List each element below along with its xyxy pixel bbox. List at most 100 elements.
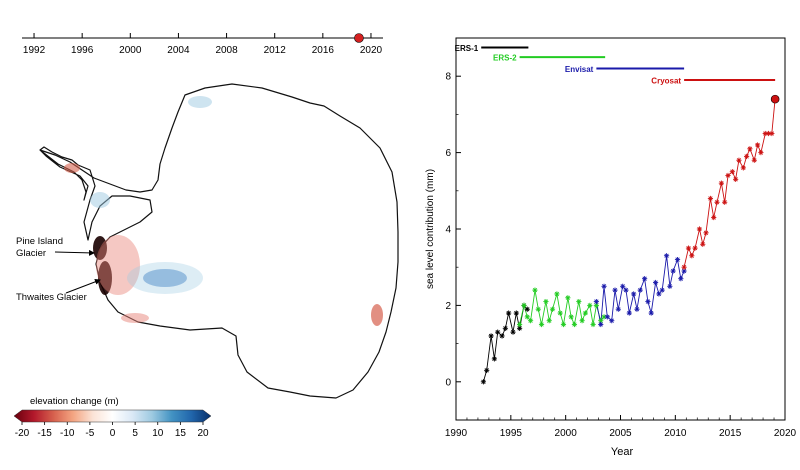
colorbar-tick-label: 0	[110, 428, 116, 439]
data-point-ers-2	[543, 298, 549, 305]
siple-blue-halo	[127, 262, 203, 294]
series-line-ers-2	[519, 290, 605, 327]
antarctica-outline	[39, 83, 399, 399]
siple-blue-zone	[143, 269, 187, 287]
data-point-ers-2	[593, 302, 599, 308]
data-point-ers-2	[571, 321, 578, 328]
peninsula-red-zone	[64, 163, 80, 173]
data-point-envisat	[663, 253, 670, 259]
data-point-ers-1	[513, 310, 519, 316]
data-point-ers-2	[554, 291, 560, 297]
x-tick-label: 2010	[664, 428, 687, 439]
data-point-cryosat	[769, 130, 775, 137]
data-point-envisat	[674, 256, 681, 263]
data-point-ers-2	[598, 318, 604, 324]
series-lines	[482, 99, 776, 382]
colorbar-tick-label: -10	[60, 428, 75, 439]
data-point-ers-2	[579, 318, 585, 324]
y-axis-ticks: 0 2 4 6 8	[445, 37, 461, 421]
series-points	[480, 96, 778, 385]
colorbar-ticks: -20 -15 -10 -5 0 5 10 15 20	[15, 422, 209, 439]
colorbar-tick-label: 10	[152, 428, 164, 439]
data-point-envisat	[681, 268, 687, 274]
mission-label-envisat: Envisat	[565, 65, 594, 74]
data-point-envisat	[634, 306, 640, 312]
data-point-envisat	[642, 276, 648, 282]
data-point-envisat	[604, 314, 610, 320]
x-axis-label: Year	[611, 446, 634, 458]
data-point-ers-1	[499, 333, 505, 339]
antarctica-map: Pine Island Glacier Thwaites Glacier	[16, 83, 399, 399]
timeline: 1992 1996 2000 2004 2008 2012 2016 2020	[22, 33, 383, 56]
data-point-ers-2	[535, 306, 541, 312]
colorbar-tick-label: 15	[175, 428, 187, 439]
x-tick-label: 2015	[719, 428, 742, 439]
data-point-envisat	[652, 279, 659, 286]
data-point-envisat	[612, 287, 618, 293]
thwaites-thinning	[98, 261, 112, 295]
data-point-cryosat	[754, 142, 761, 148]
y-tick-label: 0	[445, 377, 451, 388]
colorbar: elevation change (m) -20 -15 -10 -5 0 5 10 15 20	[13, 396, 212, 439]
coast-blue-zone	[188, 96, 212, 108]
data-point-cryosat	[703, 230, 709, 236]
timeline-tick-label: 2008	[215, 45, 238, 56]
colorbar-tick-label: -20	[15, 428, 30, 439]
data-point-cryosat	[725, 172, 731, 179]
y-tick-label: 4	[445, 225, 451, 236]
data-point-cryosat	[729, 169, 735, 175]
pine-island-arrow	[54, 249, 95, 256]
series-line-ers-1	[482, 304, 528, 382]
data-point-cryosat	[736, 157, 742, 163]
data-point-ers-2	[527, 318, 534, 324]
data-point-envisat	[609, 318, 615, 324]
data-point-ers-1	[510, 329, 516, 335]
thwaites-arrow	[65, 278, 101, 294]
data-point-envisat	[620, 283, 626, 289]
colorbar-title: elevation change (m)	[30, 396, 119, 407]
data-point-cryosat	[718, 180, 724, 186]
data-point-ers-2	[560, 321, 567, 328]
data-point-envisat	[601, 283, 607, 289]
data-point-envisat	[678, 276, 684, 282]
data-point-envisat	[615, 306, 621, 312]
colorbar-tick-label: -15	[37, 428, 52, 439]
timeline-tick-label: 2020	[360, 45, 383, 56]
data-point-cryosat	[714, 199, 720, 205]
pine-island-label-line1: Pine Island	[16, 236, 63, 247]
data-point-ers-2	[538, 321, 545, 328]
timeline-tick-label: 2012	[264, 45, 287, 56]
data-point-envisat	[667, 283, 673, 289]
data-point-envisat	[593, 298, 599, 305]
data-point-cryosat	[689, 253, 695, 259]
data-point-ers-1	[484, 367, 490, 373]
data-point-envisat	[626, 310, 632, 316]
pine-island-thinning	[93, 236, 107, 260]
mission-label-cryosat: Cryosat	[651, 77, 681, 86]
data-point-cryosat	[765, 130, 772, 137]
data-point-envisat	[656, 291, 662, 297]
data-point-ers-2	[576, 298, 582, 305]
colorbar-tick-label: 20	[197, 428, 209, 439]
data-point-cryosat	[740, 165, 746, 171]
data-point-ers-2	[521, 302, 527, 308]
peninsula-blue-zone	[90, 192, 110, 208]
colorbar-bar	[13, 409, 212, 423]
data-point-cryosat	[711, 214, 717, 221]
data-point-envisat	[648, 310, 654, 316]
data-point-ers-2	[582, 310, 589, 316]
timeline-tick-label: 1996	[71, 45, 94, 56]
x-tick-label: 2020	[774, 428, 797, 439]
data-point-envisat	[670, 268, 676, 274]
data-point-cryosat	[762, 130, 768, 137]
data-point-ers-2	[565, 295, 571, 301]
data-point-ers-1	[495, 329, 501, 335]
data-point-envisat	[637, 287, 643, 293]
data-point-envisat	[631, 291, 637, 297]
data-point-envisat	[659, 287, 665, 293]
data-point-cryosat	[751, 157, 757, 163]
data-point-cryosat	[700, 241, 706, 247]
data-point-ers-1	[488, 333, 494, 339]
data-point-ers-1	[502, 325, 508, 331]
